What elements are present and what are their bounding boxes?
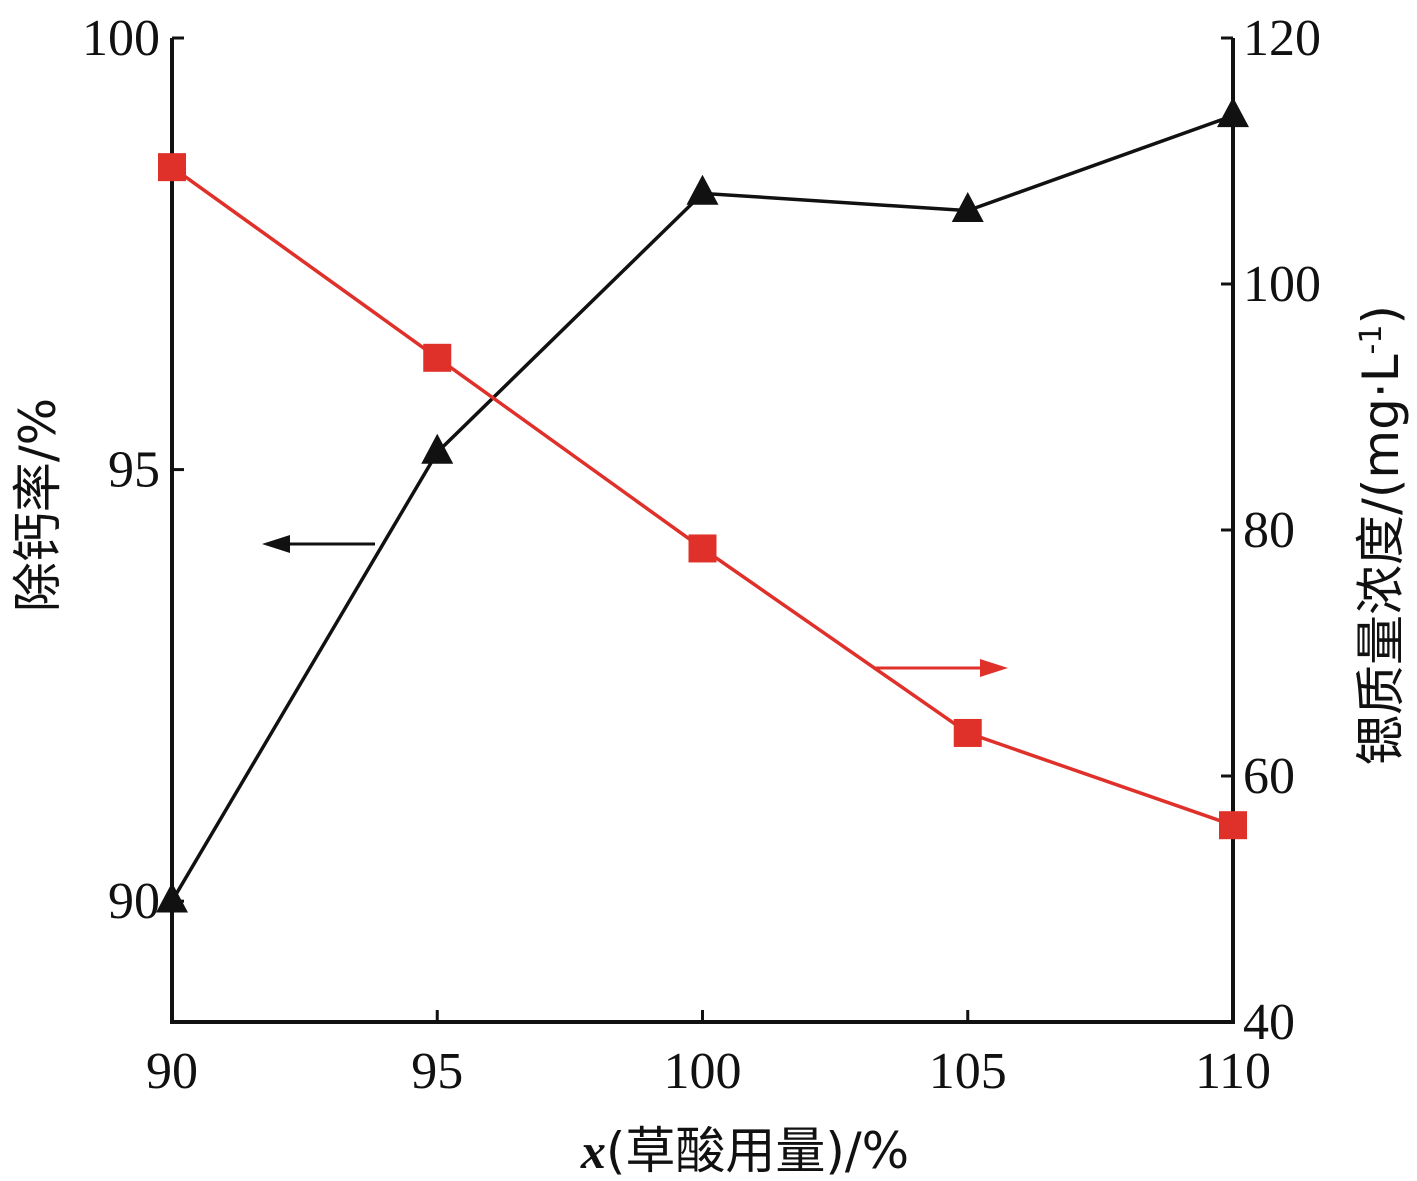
y-axis-right-title-sup: -1	[1354, 325, 1389, 355]
y-left-tick-label: 100	[82, 10, 160, 67]
calcium-removal-point	[156, 882, 188, 913]
x-tick-label: 110	[1195, 1043, 1271, 1100]
y-right-tick-label: 120	[1243, 10, 1321, 67]
strontium-concentration-line	[170, 165, 1234, 827]
ticks: 90 95 100 105 110 90 95 100 40 60 80 100 120	[82, 10, 1321, 1100]
y-axis-right-title-main: 锶质量浓度/(mg·L	[1352, 354, 1410, 765]
y-axis-right-title: 锶质量浓度/(mg·L-1)	[1352, 305, 1410, 765]
y-right-tick-label: 100	[1243, 256, 1321, 313]
x-axis-title-var: x	[580, 1123, 606, 1179]
right-axis-arrow-head	[980, 659, 1008, 677]
y-left-tick-label: 90	[108, 873, 160, 930]
strontium-concentration-point	[158, 153, 186, 182]
x-tick-label: 90	[146, 1043, 198, 1100]
calcium-removal-point	[1217, 97, 1249, 128]
calcium-removal-point	[951, 192, 984, 223]
y-right-tick-label: 80	[1243, 502, 1295, 559]
calcium-removal-point	[686, 174, 719, 205]
x-axis-title: x(草酸用量)/%	[580, 1122, 909, 1180]
calcium-removal-line	[170, 114, 1234, 903]
strontium-concentration-point	[1219, 811, 1247, 840]
strontium-concentration-point	[688, 534, 717, 563]
y-left-tick-label: 95	[108, 442, 160, 499]
x-axis-title-rest: (草酸用量)/%	[606, 1122, 909, 1180]
x-tick-label: 95	[411, 1043, 463, 1100]
x-tick-label: 100	[664, 1043, 742, 1100]
y-right-tick-label: 60	[1243, 748, 1295, 805]
y-axis-left-title: 除钙率/%	[9, 398, 67, 612]
strontium-concentration-point	[953, 718, 982, 747]
x-tick-label: 105	[929, 1043, 1007, 1100]
axis-indicator-arrows	[262, 535, 1008, 677]
series-layer	[156, 97, 1249, 913]
y-axis-right-title-close: )	[1352, 305, 1410, 325]
y-right-tick-label: 40	[1243, 994, 1295, 1051]
left-axis-arrow-head	[262, 535, 290, 553]
calcium-removal-point	[421, 433, 454, 464]
strontium-concentration-point	[423, 343, 452, 372]
